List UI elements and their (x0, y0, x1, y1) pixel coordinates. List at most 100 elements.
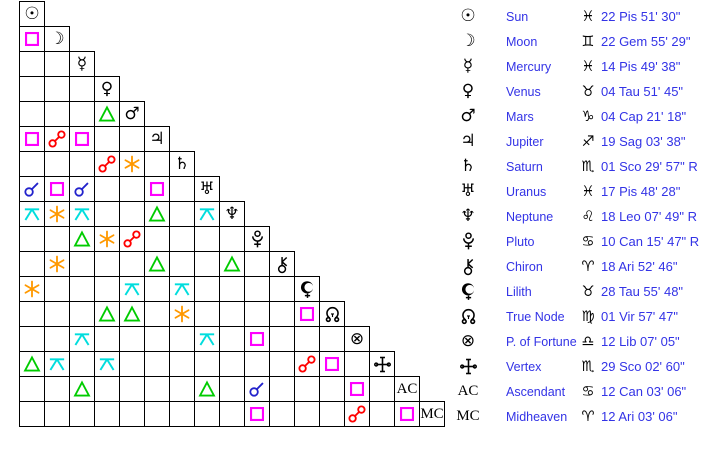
planet-name: Vertex (506, 359, 542, 374)
quincunx-aspect-icon (171, 278, 193, 300)
position-value: 12 Ari 03' 06" (601, 409, 678, 424)
square-aspect-icon (346, 378, 368, 400)
aspect-cell-midheaven-x-mercury (69, 401, 95, 427)
planet-name: Venus (506, 84, 541, 99)
quincunx-aspect-icon (71, 203, 93, 225)
grid-diagonal-cell-venus: ♀ (94, 76, 120, 102)
true-node-glyph-icon (322, 304, 343, 325)
saturn-glyph-icon: ♄ (174, 153, 190, 174)
vertex-glyph-icon (452, 354, 484, 379)
zodiac-tau-icon: ♉ (581, 283, 595, 300)
chiron-glyph-icon (452, 254, 484, 279)
neptune-glyph-icon: ♆ (224, 203, 240, 224)
aspect-cell-midheaven-x-fortune (344, 401, 370, 427)
trine-aspect-icon (146, 253, 168, 275)
position-row-uranus: ♅ Uranus ♓ 17 Pis 48' 28" (0, 179, 705, 204)
position-row-sun: ☉ Sun ♓ 22 Pis 51' 30" (0, 4, 705, 29)
aspect-cell-midheaven-x-venus (94, 401, 120, 427)
trine-aspect-icon (221, 253, 243, 275)
aspect-cell-pluto-x-venus (94, 226, 120, 252)
sextile-aspect-icon (46, 203, 68, 225)
position-value: 22 Gem 55' 29" (601, 34, 691, 49)
venus-glyph-icon: ♀ (100, 78, 114, 99)
neptune-glyph-icon: ♆ (460, 206, 476, 226)
grid-diagonal-cell-moon: ☽ (44, 26, 70, 52)
aspect-cell-mars-x-venus (94, 101, 120, 127)
mercury-glyph-icon: ☿ (462, 56, 474, 76)
position-value: 10 Can 15' 47" R (601, 234, 700, 249)
planet-name: Lilith (506, 284, 532, 299)
quincunx-aspect-icon (46, 353, 68, 375)
sextile-aspect-icon (171, 303, 193, 325)
moon-glyph-icon: ☽ (49, 28, 65, 49)
zodiac-sag-icon: ♐ (581, 133, 595, 150)
aspect-cell-true-node-x-pluto (244, 301, 270, 327)
aspect-cell-midheaven-x-moon (44, 401, 70, 427)
pluto-glyph-icon (452, 229, 484, 254)
chiron-glyph-icon (272, 254, 293, 275)
zodiac-tau-icon: ♉ (581, 83, 595, 100)
position-row-midheaven: MC Midheaven ♈ 12 Ari 03' 06" (0, 404, 705, 429)
aspect-cell-lilith-x-mars (119, 276, 145, 302)
aspect-cell-vertex-x-sun (19, 351, 45, 377)
zodiac-lib-icon: ♎ (581, 333, 595, 350)
ascendant-glyph-icon: AC (457, 383, 479, 399)
zodiac-can-icon: ♋ (581, 233, 595, 250)
square-aspect-icon (246, 403, 268, 425)
conjunction-aspect-icon (71, 178, 93, 200)
grid-diagonal-cell-saturn: ♄ (169, 151, 195, 177)
trine-aspect-icon (71, 228, 93, 250)
position-row-fortune: ⊗ P. of Fortune ♎ 12 Lib 07' 05" (0, 329, 705, 354)
grid-diagonal-cell-lilith (294, 276, 320, 302)
opposition-aspect-icon (121, 228, 143, 250)
mars-glyph-icon: ♂ (460, 106, 476, 126)
zodiac-pis-icon: ♓ (581, 8, 595, 25)
planet-name: Mars (506, 109, 534, 124)
square-aspect-icon (71, 128, 93, 150)
position-row-mars: ♂ Mars ♑ 04 Cap 21' 18" (0, 104, 705, 129)
position-row-neptune: ♆ Neptune ♌ 18 Leo 07' 49" R (0, 204, 705, 229)
opposition-aspect-icon (96, 153, 118, 175)
planet-name: Mercury (506, 59, 552, 74)
quincunx-aspect-icon (196, 328, 218, 350)
aspect-cell-saturn-x-mercury (69, 151, 95, 177)
sextile-aspect-icon (46, 253, 68, 275)
opposition-aspect-icon (346, 403, 368, 425)
opposition-aspect-icon (46, 128, 68, 150)
trine-aspect-icon (21, 353, 43, 375)
true-node-glyph-icon (452, 304, 484, 329)
jupiter-glyph-icon: ♃ (149, 128, 165, 149)
aspect-cell-neptune-x-mercury (69, 201, 95, 227)
sun-glyph-icon: ☉ (460, 6, 476, 26)
aspect-cell-ascendant-x-mars (119, 376, 145, 402)
position-value: 04 Cap 21' 18" (601, 109, 687, 124)
zodiac-cap-icon: ♑ (581, 108, 595, 125)
trine-aspect-icon (96, 103, 118, 125)
aspect-cell-saturn-x-venus (94, 151, 120, 177)
position-row-jupiter: ♃ Jupiter ♐ 19 Sag 03' 38" (0, 129, 705, 154)
aspect-cell-midheaven-x-mars (119, 401, 145, 427)
position-row-lilith: Lilith ♉ 28 Tau 55' 48" (0, 279, 705, 304)
midheaven-glyph-icon: MC (456, 408, 480, 424)
aspect-cell-chiron-x-neptune (219, 251, 245, 277)
trine-aspect-icon (196, 378, 218, 400)
aspect-cell-vertex-x-jupiter (144, 351, 170, 377)
grid-diagonal-cell-jupiter: ♃ (144, 126, 170, 152)
zodiac-sco-icon: ♏ (581, 158, 595, 175)
uranus-glyph-icon: ♅ (199, 178, 215, 199)
zodiac-pis-icon: ♓ (581, 183, 595, 200)
position-value: 18 Leo 07' 49" R (601, 209, 698, 224)
aspect-cell-vertex-x-venus (94, 351, 120, 377)
square-aspect-icon (246, 328, 268, 350)
opposition-aspect-icon (296, 353, 318, 375)
pluto-glyph-icon (247, 229, 268, 250)
aspect-cell-neptune-x-saturn (169, 201, 195, 227)
trine-aspect-icon (146, 203, 168, 225)
quincunx-aspect-icon (96, 353, 118, 375)
jupiter-glyph-icon: ♃ (460, 131, 476, 151)
aspect-cell-midheaven-x-uranus (194, 401, 220, 427)
position-row-ascendant: AC Ascendant ♋ 12 Can 03' 06" (0, 379, 705, 404)
aspect-cell-chiron-x-pluto (244, 251, 270, 277)
aspect-cell-true-node-x-uranus (194, 301, 220, 327)
